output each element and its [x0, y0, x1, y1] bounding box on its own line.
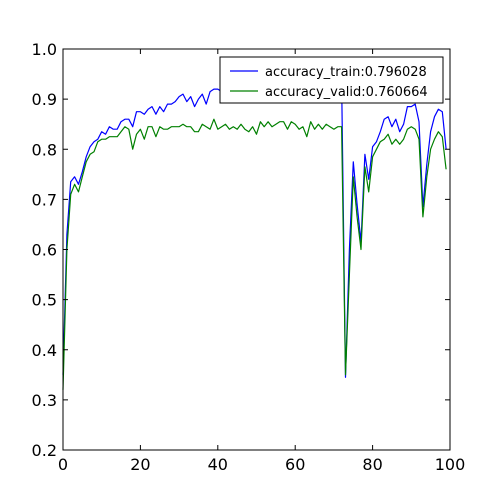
- y-tick-label: 0.2: [32, 441, 57, 460]
- y-tick-label: 0.8: [32, 140, 57, 159]
- legend: accuracy_train:0.796028 accuracy_valid:0.…: [219, 56, 444, 104]
- x-tick-label: 100: [435, 455, 466, 474]
- y-tick-label: 0.4: [32, 341, 57, 360]
- x-tick-label: 60: [285, 455, 305, 474]
- y-tick-label: 0.6: [32, 241, 57, 260]
- y-tick-label: 0.7: [32, 190, 57, 209]
- y-tick-label: 1.0: [32, 40, 57, 59]
- x-tick-label: 80: [362, 455, 382, 474]
- y-tick-label: 0.3: [32, 391, 57, 410]
- series-line-1: [62, 118, 447, 390]
- legend-box: [219, 56, 444, 104]
- tick-layer: 0 20 40 60 80 100 0.2 0.3 0.4 0.5 0.6 0.7 0.8 0.9 1.0: [32, 40, 466, 474]
- legend-label-0: accuracy_train:0.796028: [265, 65, 427, 80]
- y-tick-label: 0.5: [32, 291, 57, 310]
- x-tick-label: 20: [130, 455, 150, 474]
- x-tick-label: 40: [208, 455, 228, 474]
- x-tick-label: 0: [58, 455, 68, 474]
- y-tick-label: 0.9: [32, 90, 57, 109]
- plot-area: [63, 49, 450, 450]
- legend-label-1: accuracy_valid:0.760664: [265, 85, 428, 100]
